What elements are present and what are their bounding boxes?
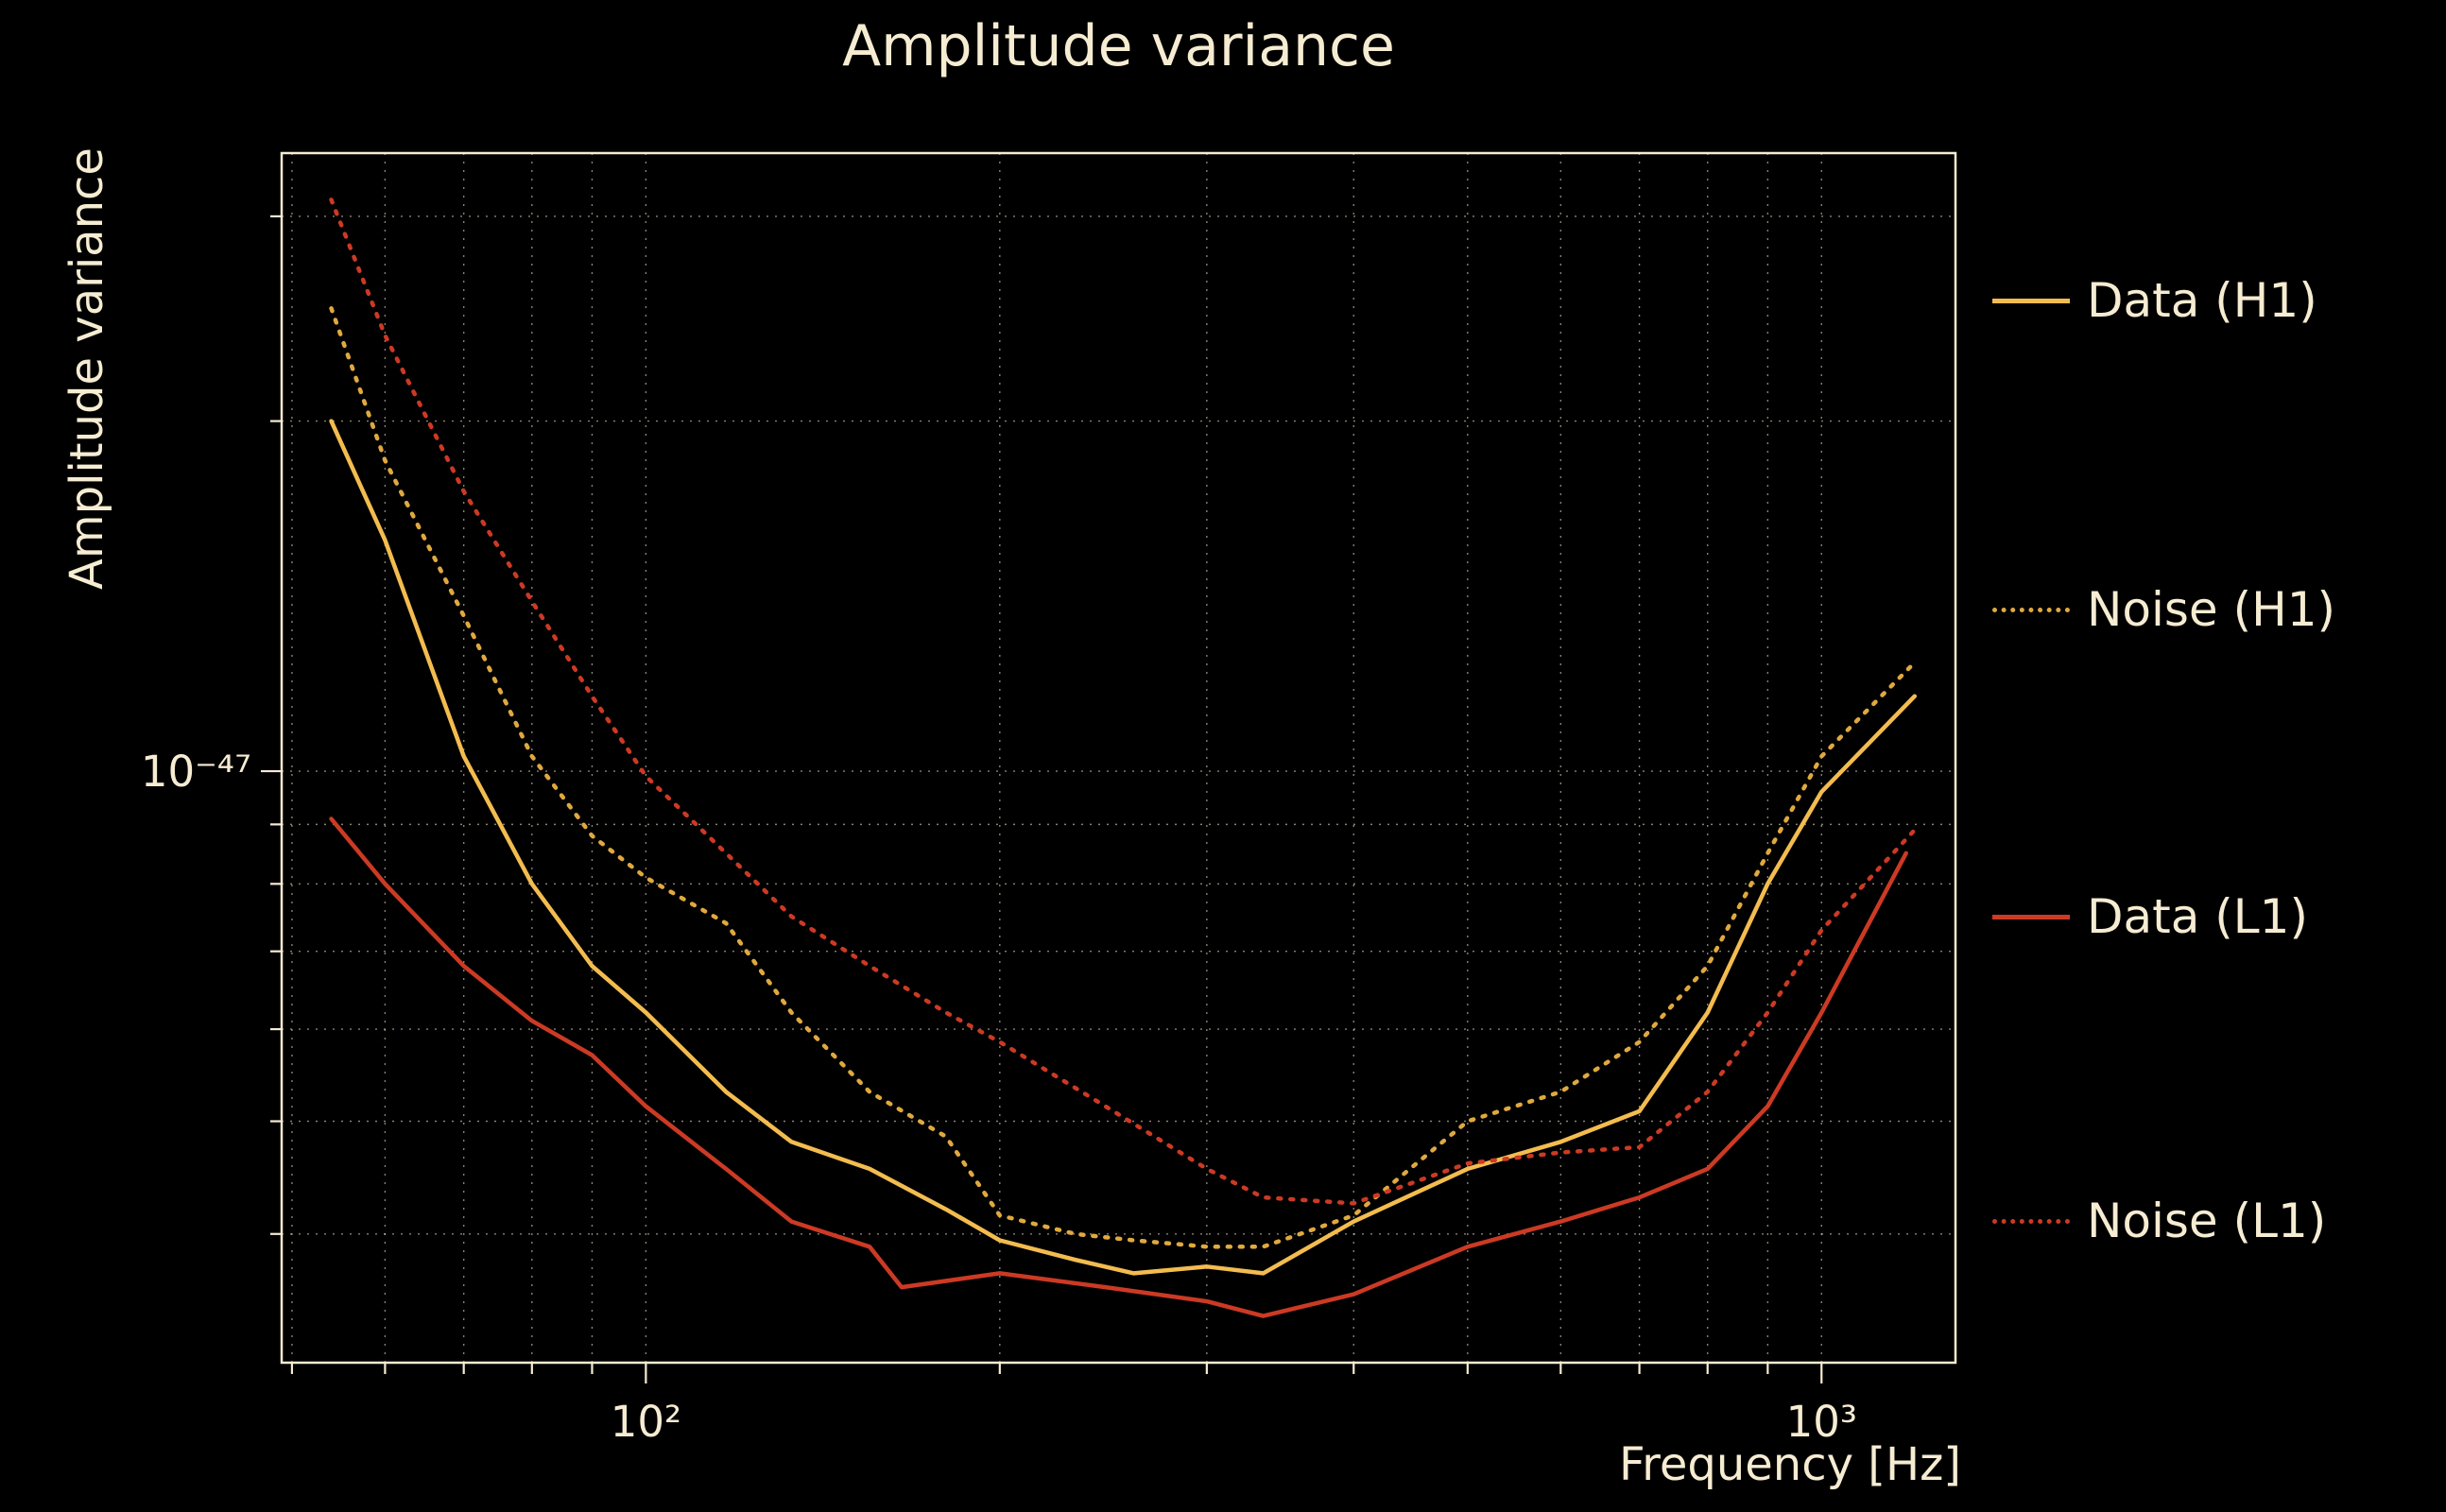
- series-line-data-h1: [329, 419, 1918, 1276]
- legend-item-noise-h1: Noise (H1): [1992, 581, 2335, 638]
- legend-label-data-h1: Data (H1): [2087, 273, 2317, 328]
- legend-label-data-l1: Data (L1): [2087, 889, 2308, 944]
- legend-item-data-h1: Data (H1): [1992, 272, 2317, 329]
- legend-line-sample-data-h1: [1992, 298, 2070, 303]
- series-line-data-l1: [329, 816, 1908, 1318]
- series-line-noise-l1: [329, 198, 1918, 1206]
- legend-label-noise-l1: Noise (L1): [2087, 1194, 2327, 1248]
- series-line-noise-h1: [329, 306, 1918, 1249]
- y-axis-label: Amplitude variance: [60, 147, 113, 590]
- legend-label-noise-h1: Noise (H1): [2087, 582, 2336, 637]
- legend-line-sample-noise-h1: [1992, 607, 2070, 612]
- x-tick-label: 10³: [1786, 1397, 1857, 1447]
- y-tick-label: 10⁻⁴⁷: [141, 747, 251, 797]
- x-tick-label: 10²: [611, 1397, 681, 1447]
- legend-line-sample-noise-l1: [1992, 1218, 2070, 1224]
- legend-line-sample-data-l1: [1992, 914, 2070, 919]
- legend-item-noise-l1: Noise (L1): [1992, 1193, 2326, 1249]
- legend-item-data-l1: Data (L1): [1992, 888, 2308, 945]
- x-axis-label: Frequency [Hz]: [1619, 1438, 1961, 1491]
- chart-title: Amplitude variance: [842, 13, 1395, 79]
